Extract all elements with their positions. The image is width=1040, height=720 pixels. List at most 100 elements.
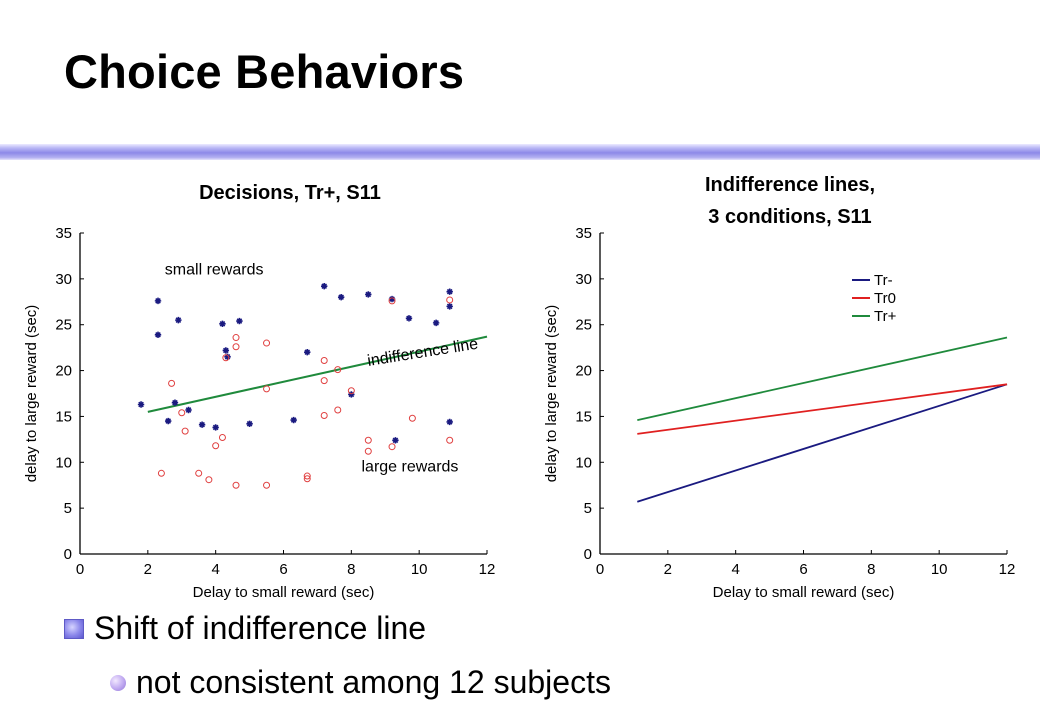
y-tick-label: 25	[55, 317, 72, 334]
x-tick-label: 6	[799, 561, 807, 578]
circle-marker	[388, 443, 396, 451]
star-marker	[154, 297, 162, 305]
y-tick-label: 5	[584, 500, 592, 517]
star-marker	[348, 391, 355, 398]
bullet-text: not consistent among 12 subjects	[136, 664, 611, 700]
star-marker	[446, 418, 453, 426]
star-marker	[224, 353, 231, 361]
star-marker	[212, 424, 219, 431]
x-tick-label: 10	[411, 561, 428, 578]
circle-marker	[232, 334, 240, 342]
circle-marker	[263, 385, 271, 393]
circle-marker	[446, 296, 454, 304]
star-marker	[185, 406, 192, 414]
y-tick-label: 30	[575, 271, 592, 288]
y-tick-label: 20	[575, 363, 592, 380]
circle-marker	[205, 476, 213, 484]
indifference-lines-chart: Indifference lines, 3 conditions, S11 0 2 4 6…	[530, 165, 1030, 620]
chart-annotation: indifference line	[366, 336, 479, 370]
circle-marker	[212, 442, 220, 450]
chart-title-line: Indifference lines,	[705, 174, 875, 196]
legend-label: Tr+	[874, 308, 897, 325]
star-marker	[405, 315, 413, 322]
circle-marker	[347, 387, 355, 395]
chart-annotation: small rewards	[165, 261, 264, 278]
circle-marker	[222, 354, 230, 362]
y-tick-label: 35	[575, 225, 592, 242]
y-tick-label: 35	[55, 225, 72, 242]
star-marker	[171, 399, 179, 406]
x-tick-label: 12	[999, 561, 1016, 578]
circle-marker	[232, 481, 240, 489]
series-line	[637, 383, 1008, 503]
star-marker	[388, 295, 396, 303]
y-axis-label: delay to large reward (sec)	[23, 305, 40, 483]
indifference-lines-plot: Indifference lines, 3 conditions, S11 0 2 4 6…	[543, 174, 1015, 601]
x-tick-label: 2	[144, 561, 152, 578]
slide-title: Choice Behaviors	[64, 45, 465, 98]
star-marker	[246, 420, 253, 427]
star-marker	[337, 294, 345, 301]
circle-marker	[157, 469, 165, 477]
circle-marker	[364, 436, 372, 444]
title-divider	[0, 144, 1040, 160]
circle-marker	[263, 481, 271, 489]
decisions-chart: Decisions, Tr+, S11 0 2 4 6 8 10 12 0 5 10 15 20 25 30…	[10, 165, 510, 620]
axes: 0 2 4 6 8 10 12 0 5 10 15 20 25 30 35	[575, 225, 1015, 578]
x-tick-label: 8	[347, 561, 355, 578]
circle-marker	[388, 297, 396, 305]
star-marker	[446, 303, 453, 310]
series-line	[637, 383, 1008, 435]
axes: 0 2 4 6 8 10 12 0 5 10 15 20 25 30 35	[55, 225, 495, 578]
circle-marker	[178, 409, 186, 417]
y-tick-label: 15	[575, 408, 592, 425]
circle-marker	[320, 356, 328, 364]
x-tick-label: 6	[279, 561, 287, 578]
star-marker	[198, 421, 206, 428]
star-marker	[222, 347, 230, 354]
indifference-line	[147, 335, 488, 413]
bullet-text: Shift of indifference line	[94, 610, 427, 646]
y-tick-label: 25	[575, 317, 592, 334]
star-marker	[219, 320, 226, 327]
x-tick-label: 4	[211, 561, 219, 578]
star-marker	[137, 401, 145, 408]
y-tick-label: 30	[55, 271, 72, 288]
circle-marker	[320, 377, 328, 385]
chart-title-line: 3 conditions, S11	[708, 206, 871, 228]
y-tick-label: 15	[55, 408, 72, 425]
star-marker	[365, 291, 372, 298]
circle-marker	[195, 469, 203, 477]
star-marker	[446, 288, 453, 295]
decisions-scatter-plot: Decisions, Tr+, S11 0 2 4 6 8 10 12 0 5 10 15 20 25 30…	[23, 182, 495, 601]
star-marker	[164, 417, 172, 425]
x-axis-label: Delay to small reward (sec)	[193, 584, 375, 601]
x-tick-label: 0	[76, 561, 84, 578]
legend-label: Tr-	[874, 272, 893, 289]
circle-marker	[320, 412, 328, 420]
circle-marker	[334, 366, 342, 374]
circle-marker	[334, 406, 342, 414]
y-axis-label: delay to large reward (sec)	[543, 305, 560, 483]
y-tick-label: 20	[55, 363, 72, 380]
star-marker	[290, 416, 297, 424]
star-marker	[236, 317, 243, 325]
x-axis-label: Delay to small reward (sec)	[713, 584, 895, 601]
circle-bullet-icon	[110, 674, 126, 691]
star-marker	[175, 316, 182, 324]
circle-marker	[303, 475, 311, 483]
circle-marker	[232, 343, 240, 351]
y-tick-label: 0	[64, 546, 72, 563]
series-line	[637, 336, 1008, 421]
circle-marker	[303, 472, 311, 480]
bullet-level-1: Shift of indifference line	[64, 610, 426, 647]
chart-annotation: large rewards	[362, 458, 459, 475]
chart-title: Decisions, Tr+, S11	[199, 182, 381, 204]
x-tick-label: 0	[596, 561, 604, 578]
y-tick-label: 5	[64, 500, 72, 517]
circle-marker	[446, 436, 454, 444]
y-tick-label: 0	[584, 546, 592, 563]
circle-marker	[168, 379, 176, 387]
circle-marker	[364, 447, 372, 455]
y-tick-label: 10	[575, 454, 592, 471]
